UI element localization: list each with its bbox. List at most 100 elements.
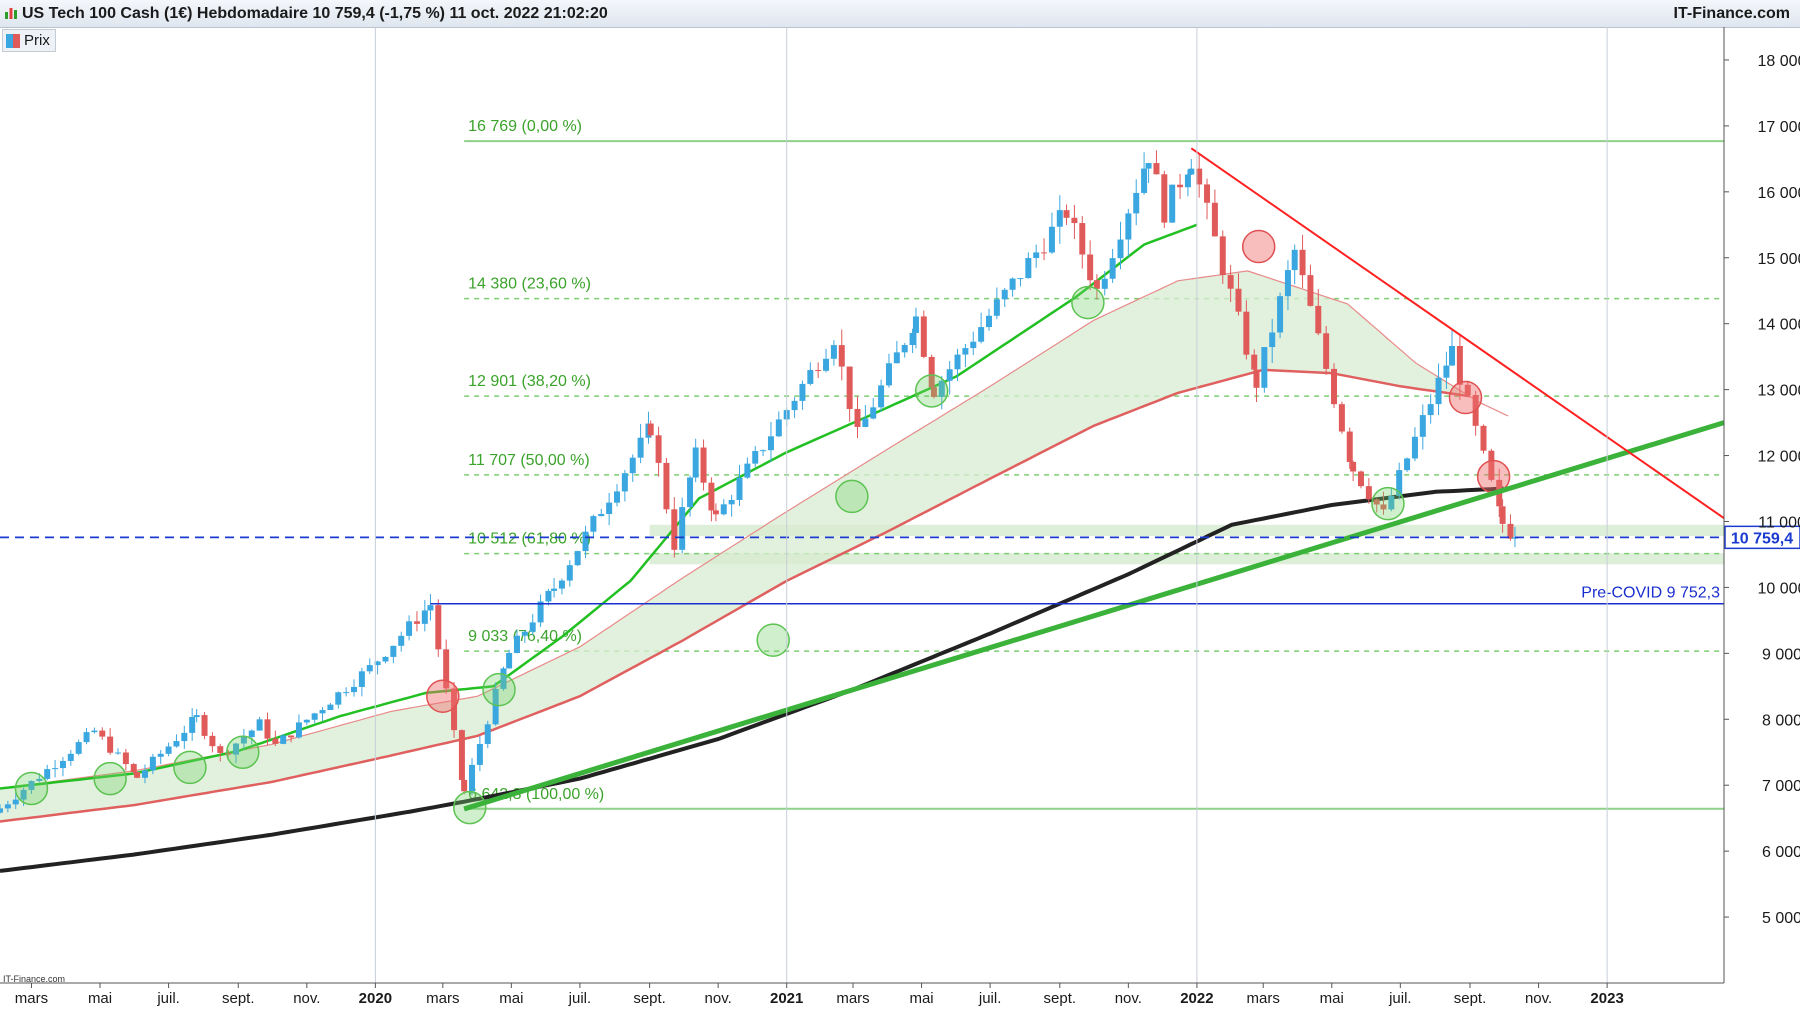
candle-body — [582, 531, 589, 552]
candle-body — [566, 565, 573, 581]
candle-body — [233, 743, 240, 755]
x-tick-label: nov. — [1115, 990, 1142, 1007]
candle-body — [83, 732, 90, 743]
support-touch-circle — [1071, 285, 1105, 320]
x-tick-label: 2022 — [1180, 990, 1213, 1007]
ma-long-line — [0, 486, 1504, 873]
candle-body — [823, 358, 830, 371]
candle-body — [1435, 377, 1442, 405]
support-touch-circle — [14, 771, 49, 806]
candle-body — [390, 645, 397, 657]
candle-body — [1388, 495, 1395, 510]
candle-body — [1188, 168, 1195, 175]
candle-body — [157, 753, 164, 757]
candle-body — [181, 732, 188, 742]
fib-level-label: 11 707 (50,00 %) — [468, 452, 590, 469]
candle-body — [1196, 168, 1203, 185]
candle-body — [1323, 333, 1330, 369]
candle-body — [513, 635, 520, 653]
candle-body — [280, 735, 287, 744]
y-tick-label: 15 000 — [1758, 251, 1800, 268]
candle-body — [1277, 296, 1284, 333]
candle-body — [537, 601, 544, 623]
candle-body — [311, 713, 318, 720]
candle-body — [1235, 288, 1242, 312]
candle-body — [1093, 280, 1100, 289]
candle-body — [91, 730, 98, 733]
candle-body — [962, 348, 969, 355]
candle-body — [551, 588, 558, 591]
y-tick-label: 18 000 — [1758, 53, 1800, 70]
legend-label: Prix — [24, 32, 50, 49]
candle-body — [319, 709, 326, 714]
candle-body — [1511, 537, 1518, 539]
candle-body — [521, 631, 528, 636]
candle-body — [1507, 523, 1514, 539]
candle-body — [838, 345, 845, 367]
fib-level-label: 16 769 (0,00 %) — [468, 118, 582, 135]
y-tick-label: 10 000 — [1758, 580, 1800, 597]
x-tick-label: nov. — [293, 990, 320, 1007]
candle-body — [469, 764, 476, 792]
candle-body — [791, 400, 798, 411]
candle-body — [303, 719, 310, 723]
candle-body — [912, 316, 919, 333]
candle-body — [1169, 184, 1176, 223]
candle-body — [993, 299, 1000, 316]
x-tick-label: nov. — [1525, 990, 1552, 1007]
resistance-touch-circle — [1241, 229, 1276, 264]
candle-body — [720, 504, 727, 515]
y-tick-label: 8 000 — [1762, 712, 1800, 729]
candle-body — [846, 366, 853, 409]
candle-body — [815, 370, 822, 372]
fib-level-label: 14 380 (23,60 %) — [468, 276, 591, 293]
candle-body — [598, 513, 605, 517]
candle-body — [1117, 239, 1124, 259]
candle-body — [1499, 506, 1506, 524]
candle-body — [1396, 470, 1403, 496]
candle-body — [343, 692, 350, 694]
candle-body — [165, 746, 172, 754]
series-legend[interactable]: Prix — [2, 29, 56, 52]
candle-body — [775, 419, 782, 437]
support-touch-circle — [93, 761, 127, 796]
candle-body — [1087, 254, 1094, 281]
candle-body — [854, 408, 861, 427]
candle-body — [1017, 278, 1024, 280]
candle-body — [1488, 450, 1495, 480]
candle-body — [500, 668, 507, 689]
candle-body — [928, 356, 935, 388]
candle-body — [1456, 346, 1463, 385]
candle-body — [1443, 365, 1450, 378]
x-tick-label: nov. — [705, 990, 732, 1007]
candle-body — [406, 621, 413, 636]
candle-body — [930, 387, 937, 397]
candle-body — [687, 477, 694, 508]
candle-body — [1464, 384, 1471, 396]
price-chart[interactable]: 16 769 (0,00 %) 14 380 (23,60 %) 12 901 (3… — [0, 27, 1800, 1013]
candle-body — [67, 753, 74, 761]
fib-level-label: 12 901 (38,20 %) — [468, 373, 591, 390]
candle-body — [413, 621, 420, 624]
candle-body — [938, 380, 945, 397]
candle-body — [28, 780, 35, 790]
candle-body — [189, 717, 196, 733]
candle-body — [752, 451, 759, 464]
x-tick-label: juil. — [978, 990, 1002, 1007]
candle-body — [606, 502, 613, 514]
candle-body — [99, 730, 106, 737]
candle-body — [506, 652, 513, 669]
candle-body — [799, 383, 806, 401]
candle-body — [115, 752, 122, 754]
candle-body — [692, 447, 699, 478]
last-price-tag — [1724, 525, 1800, 550]
support-zones — [649, 524, 1725, 565]
candle-body — [1063, 210, 1070, 218]
candle-body — [1161, 174, 1168, 223]
candle-body — [1357, 471, 1364, 487]
candle-body — [878, 385, 885, 408]
candle-body — [1109, 258, 1116, 279]
candle-body — [1177, 184, 1184, 188]
indicator-lines — [0, 223, 1509, 873]
chart-app-icon — [5, 8, 17, 19]
